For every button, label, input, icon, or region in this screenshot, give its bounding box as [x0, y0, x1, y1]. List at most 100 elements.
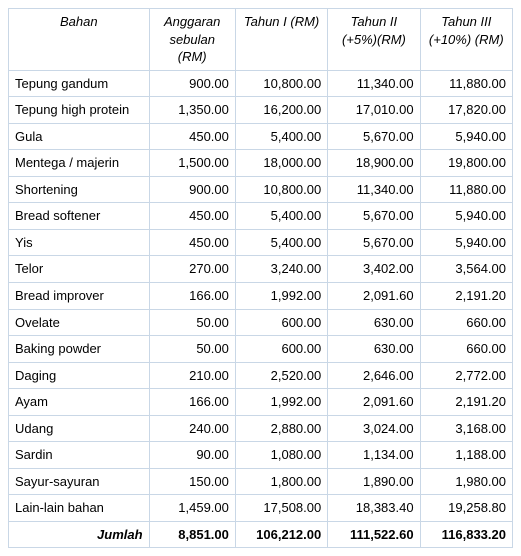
cell-bahan: Tepung high protein	[9, 97, 150, 124]
cell-bahan: Lain-lain bahan	[9, 495, 150, 522]
cell-t2: 2,091.60	[328, 283, 420, 310]
cell-t3: 19,800.00	[420, 150, 512, 177]
cell-bahan: Gula	[9, 123, 150, 150]
cell-t1: 1,992.00	[235, 389, 327, 416]
table-row: Tepung high protein 1,350.00 16,200.00 1…	[9, 97, 513, 124]
cell-t3: 17,820.00	[420, 97, 512, 124]
cell-bahan: Sayur-sayuran	[9, 468, 150, 495]
cell-t1: 2,880.00	[235, 415, 327, 442]
cell-t3: 1,188.00	[420, 442, 512, 469]
cell-bahan: Ovelate	[9, 309, 150, 336]
cell-t1: 18,000.00	[235, 150, 327, 177]
table-row: Udang 240.00 2,880.00 3,024.00 3,168.00	[9, 415, 513, 442]
cell-t3: 11,880.00	[420, 176, 512, 203]
total-bulan: 8,851.00	[149, 521, 235, 548]
table-row: Bread softener 450.00 5,400.00 5,670.00 …	[9, 203, 513, 230]
table-total-row: Jumlah 8,851.00 106,212.00 111,522.60 11…	[9, 521, 513, 548]
cell-bahan: Sardin	[9, 442, 150, 469]
cell-t3: 2,772.00	[420, 362, 512, 389]
cell-t3: 5,940.00	[420, 203, 512, 230]
cell-bulan: 450.00	[149, 229, 235, 256]
col-header-bahan: Bahan	[9, 9, 150, 71]
cell-bahan: Udang	[9, 415, 150, 442]
cell-t1: 600.00	[235, 309, 327, 336]
table-row: Bread improver 166.00 1,992.00 2,091.60 …	[9, 283, 513, 310]
cell-t2: 3,402.00	[328, 256, 420, 283]
table-row: Tepung gandum 900.00 10,800.00 11,340.00…	[9, 70, 513, 97]
cell-bulan: 50.00	[149, 336, 235, 363]
cell-t1: 10,800.00	[235, 176, 327, 203]
ingredients-cost-table: Bahan Anggaran sebulan (RM) Tahun I (RM)…	[8, 8, 513, 548]
col-header-tahun1: Tahun I (RM)	[235, 9, 327, 71]
cell-t3: 3,168.00	[420, 415, 512, 442]
cell-t1: 10,800.00	[235, 70, 327, 97]
cell-t2: 5,670.00	[328, 123, 420, 150]
table-row: Gula 450.00 5,400.00 5,670.00 5,940.00	[9, 123, 513, 150]
total-label: Jumlah	[9, 521, 150, 548]
cell-bulan: 166.00	[149, 283, 235, 310]
cell-t1: 2,520.00	[235, 362, 327, 389]
cell-bahan: Mentega / majerin	[9, 150, 150, 177]
table-row: Daging 210.00 2,520.00 2,646.00 2,772.00	[9, 362, 513, 389]
cell-bulan: 240.00	[149, 415, 235, 442]
cell-t3: 19,258.80	[420, 495, 512, 522]
cell-bahan: Shortening	[9, 176, 150, 203]
cell-bahan: Tepung gandum	[9, 70, 150, 97]
cell-t2: 1,134.00	[328, 442, 420, 469]
cell-bulan: 270.00	[149, 256, 235, 283]
cell-bahan: Baking powder	[9, 336, 150, 363]
cell-t1: 1,080.00	[235, 442, 327, 469]
table-row: Shortening 900.00 10,800.00 11,340.00 11…	[9, 176, 513, 203]
table-header-row: Bahan Anggaran sebulan (RM) Tahun I (RM)…	[9, 9, 513, 71]
cell-t2: 1,890.00	[328, 468, 420, 495]
table-row: Sayur-sayuran 150.00 1,800.00 1,890.00 1…	[9, 468, 513, 495]
cell-t2: 2,646.00	[328, 362, 420, 389]
cell-t1: 1,992.00	[235, 283, 327, 310]
table-row: Mentega / majerin 1,500.00 18,000.00 18,…	[9, 150, 513, 177]
cell-t2: 3,024.00	[328, 415, 420, 442]
cell-bulan: 210.00	[149, 362, 235, 389]
col-header-tahun2: Tahun II (+5%)(RM)	[328, 9, 420, 71]
cell-bulan: 900.00	[149, 176, 235, 203]
cell-bulan: 166.00	[149, 389, 235, 416]
cell-t2: 18,383.40	[328, 495, 420, 522]
cell-bahan: Bread softener	[9, 203, 150, 230]
cell-t1: 600.00	[235, 336, 327, 363]
cell-t2: 5,670.00	[328, 229, 420, 256]
col-header-tahun3: Tahun III (+10%) (RM)	[420, 9, 512, 71]
cell-t2: 18,900.00	[328, 150, 420, 177]
total-t3: 116,833.20	[420, 521, 512, 548]
cell-t1: 17,508.00	[235, 495, 327, 522]
cell-t2: 11,340.00	[328, 70, 420, 97]
cell-bahan: Daging	[9, 362, 150, 389]
cell-t3: 2,191.20	[420, 389, 512, 416]
cell-bulan: 1,350.00	[149, 97, 235, 124]
cell-t1: 3,240.00	[235, 256, 327, 283]
cell-t2: 630.00	[328, 336, 420, 363]
cell-t3: 11,880.00	[420, 70, 512, 97]
cell-t1: 16,200.00	[235, 97, 327, 124]
cell-t3: 5,940.00	[420, 123, 512, 150]
cell-bulan: 50.00	[149, 309, 235, 336]
cell-t3: 660.00	[420, 336, 512, 363]
table-row: Lain-lain bahan 1,459.00 17,508.00 18,38…	[9, 495, 513, 522]
col-header-bulan: Anggaran sebulan (RM)	[149, 9, 235, 71]
table-row: Yis 450.00 5,400.00 5,670.00 5,940.00	[9, 229, 513, 256]
cell-bulan: 450.00	[149, 123, 235, 150]
cell-t2: 5,670.00	[328, 203, 420, 230]
cell-t3: 1,980.00	[420, 468, 512, 495]
cell-t3: 660.00	[420, 309, 512, 336]
table-row: Ayam 166.00 1,992.00 2,091.60 2,191.20	[9, 389, 513, 416]
cell-t3: 2,191.20	[420, 283, 512, 310]
cell-t1: 1,800.00	[235, 468, 327, 495]
cell-t2: 630.00	[328, 309, 420, 336]
cell-bahan: Yis	[9, 229, 150, 256]
table-row: Ovelate 50.00 600.00 630.00 660.00	[9, 309, 513, 336]
cell-t2: 2,091.60	[328, 389, 420, 416]
total-t2: 111,522.60	[328, 521, 420, 548]
cell-bulan: 900.00	[149, 70, 235, 97]
cell-bulan: 90.00	[149, 442, 235, 469]
cell-bahan: Telor	[9, 256, 150, 283]
cell-t1: 5,400.00	[235, 229, 327, 256]
cell-bulan: 1,500.00	[149, 150, 235, 177]
